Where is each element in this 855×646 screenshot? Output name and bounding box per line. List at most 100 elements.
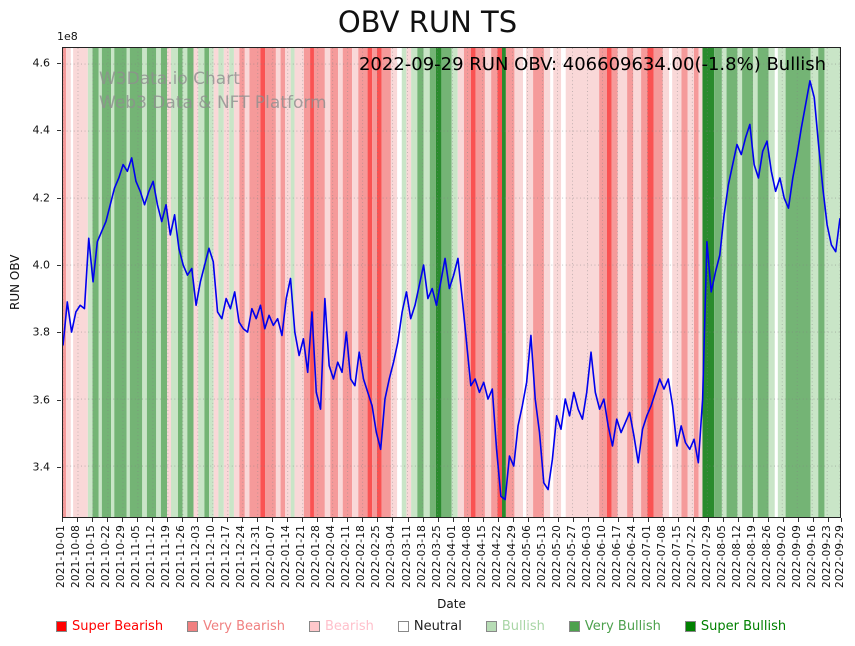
x-tick-label: 2021-10-08: [70, 525, 83, 589]
x-tick-mark: [632, 518, 634, 522]
x-tick-label: 2022-01-21: [295, 525, 308, 589]
legend-label: Bearish: [324, 619, 374, 634]
legend-label: Very Bullish: [584, 619, 661, 634]
sentiment-band-super-bearish: [367, 48, 373, 517]
legend-swatch: [397, 621, 409, 632]
x-tick-label: 2022-04-22: [490, 525, 503, 589]
x-tick-label: 2022-06-24: [625, 525, 638, 589]
sentiment-band-very-bearish: [342, 48, 353, 517]
legend-swatch: [684, 621, 696, 632]
x-tick-mark: [197, 518, 199, 522]
legend-label: Super Bullish: [700, 619, 787, 634]
x-tick-mark: [692, 518, 694, 522]
sentiment-band-bullish: [98, 48, 102, 517]
x-tick-label: 2021-12-17: [220, 525, 233, 589]
x-tick-mark: [272, 518, 274, 522]
sentiment-band-very-bearish: [280, 48, 286, 517]
sentiment-band-very-bearish: [641, 48, 648, 517]
y-tick-label: 4.2: [32, 191, 51, 205]
x-axis-ticks: 2021-10-01 2021-10-08 2021-10-15 2021-10-22…: [55, 518, 846, 598]
sentiment-band-bullish: [229, 48, 234, 517]
x-tick-mark: [482, 518, 484, 522]
x-tick-mark: [841, 518, 842, 522]
x-tick-label: 2021-11-26: [175, 525, 188, 589]
sentiment-band-bullish: [87, 48, 93, 517]
x-tick-label: 2022-05-20: [550, 525, 563, 589]
x-tick-mark: [152, 518, 154, 522]
sentiment-band-bullish: [156, 48, 161, 517]
sentiment-band-bearish: [193, 48, 199, 517]
x-tick-label: 2022-03-04: [385, 525, 398, 589]
sentiment-band-very-bullish: [187, 48, 194, 517]
current-value-annotation: 2022-09-29 RUN OBV: 406609634.00(-1.8%) …: [358, 54, 826, 75]
x-tick-mark: [227, 518, 229, 522]
y-tick-mark: [57, 197, 61, 199]
y-tick-mark: [57, 399, 61, 401]
sentiment-band-super-bearish: [470, 48, 476, 517]
sentiment-band-bearish: [672, 48, 682, 517]
sentiment-band-bullish: [209, 48, 214, 517]
x-tick-mark: [377, 518, 379, 522]
x-tick-label: 2022-07-29: [700, 525, 713, 589]
sentiment-band-bearish: [66, 48, 71, 517]
plot-area: W3Data.io Chart Web3 Data & NFT Platform…: [62, 47, 841, 518]
sentiment-band-bearish: [167, 48, 172, 517]
sentiment-band-very-bearish: [63, 48, 67, 517]
y-axis-offset-label: 1e8: [57, 30, 78, 43]
legend-label: Bullish: [501, 619, 545, 634]
sentiment-band-very-bearish: [313, 48, 325, 517]
x-tick-mark: [813, 518, 815, 522]
x-tick-mark: [452, 518, 454, 522]
x-tick-label: 2022-02-04: [325, 525, 338, 589]
sentiment-band-bearish: [324, 48, 331, 517]
x-tick-label: 2022-01-07: [265, 525, 278, 589]
x-tick-mark: [407, 518, 409, 522]
x-tick-mark: [783, 518, 785, 522]
sentiment-band-bullish: [401, 48, 407, 517]
sentiment-band-bearish: [352, 48, 359, 517]
sentiment-band-super-bearish: [310, 48, 314, 517]
x-tick-label: 2021-10-29: [115, 525, 128, 589]
sentiment-band-very-bullish: [818, 48, 825, 517]
x-tick-mark: [722, 518, 724, 522]
sentiment-band-bullish: [810, 48, 819, 517]
x-tick-mark: [542, 518, 544, 522]
x-tick-label: 2022-08-26: [761, 525, 774, 589]
x-tick-label: 2022-04-08: [460, 525, 473, 589]
y-tick-mark: [57, 332, 61, 334]
sentiment-band-very-bearish: [475, 48, 485, 517]
sentiment-band-very-bullish: [177, 48, 183, 517]
x-tick-label: 2022-01-28: [310, 525, 323, 589]
x-tick-mark: [287, 518, 289, 522]
x-tick-label: 2022-09-16: [806, 525, 819, 589]
x-tick-label: 2022-02-18: [355, 525, 368, 589]
x-tick-mark: [92, 518, 94, 522]
x-tick-mark: [828, 518, 830, 522]
x-tick-mark: [768, 518, 770, 522]
x-tick-mark: [557, 518, 559, 522]
sentiment-band-very-bullish: [146, 48, 157, 517]
x-tick-mark: [302, 518, 304, 522]
x-tick-label: 2022-01-14: [280, 525, 293, 589]
x-tick-label: 2022-06-10: [595, 525, 608, 589]
sentiment-band-bearish: [633, 48, 642, 517]
legend-item-neutral: Neutral: [397, 619, 462, 634]
legend-item-super-bearish: Super Bearish: [56, 619, 163, 634]
sentiment-band-bullish: [777, 48, 786, 517]
sentiment-band-super-bearish: [647, 48, 654, 517]
x-tick-mark: [167, 518, 169, 522]
x-tick-mark: [257, 518, 259, 522]
sentiment-band-very-bullish: [92, 48, 99, 517]
sentiment-band-bullish: [411, 48, 418, 517]
x-tick-mark: [347, 518, 349, 522]
sentiment-band-super-bullish: [702, 48, 715, 517]
sentiment-band-bearish: [687, 48, 694, 517]
sentiment-band-very-bullish: [742, 48, 753, 517]
x-tick-mark: [572, 518, 574, 522]
x-tick-label: 2022-06-17: [610, 525, 623, 589]
sentiment-band-bearish: [617, 48, 628, 517]
sentiment-band-bullish: [126, 48, 130, 517]
sentiment-band-bullish: [218, 48, 224, 517]
x-tick-label: 2022-08-19: [746, 525, 758, 589]
